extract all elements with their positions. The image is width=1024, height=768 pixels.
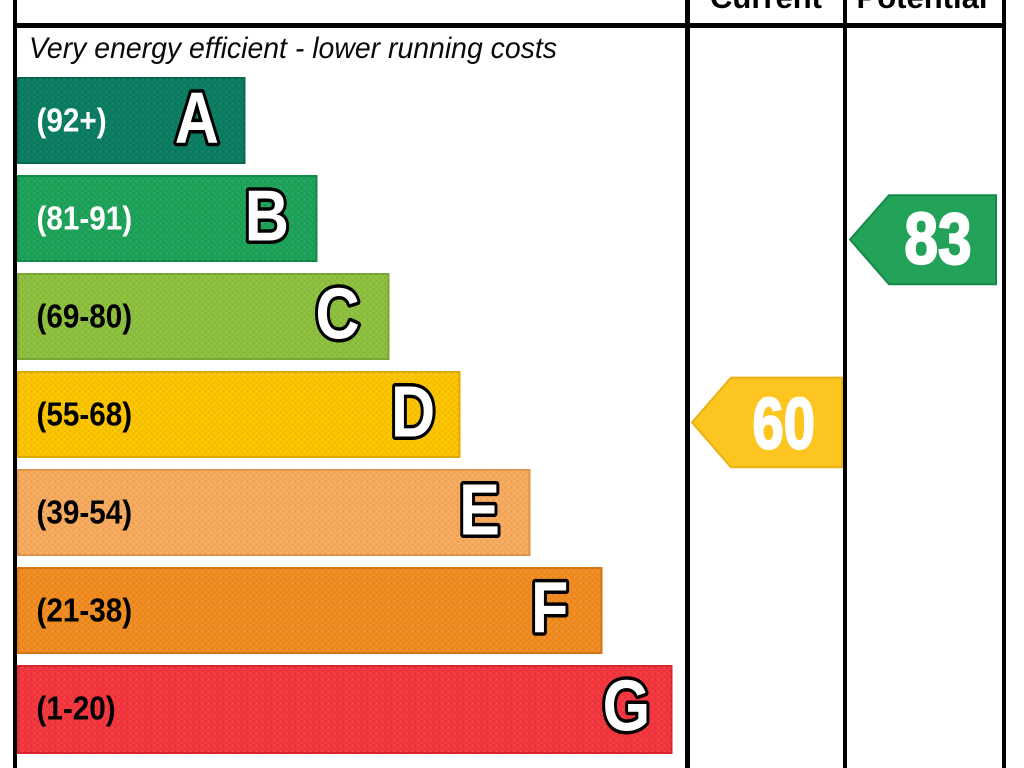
svg-text:(55-68): (55-68) (37, 396, 133, 433)
svg-text:G: G (603, 667, 651, 747)
svg-text:(69-80): (69-80) (37, 298, 133, 335)
svg-text:(92+): (92+) (37, 102, 107, 139)
svg-text:A: A (175, 79, 219, 159)
svg-text:F: F (531, 569, 568, 649)
svg-text:D: D (391, 373, 435, 453)
svg-text:60: 60 (752, 384, 814, 464)
svg-text:83: 83 (904, 200, 971, 280)
svg-text:B: B (245, 177, 289, 257)
svg-text:(1-20): (1-20) (37, 690, 116, 727)
svg-text:E: E (459, 471, 500, 551)
svg-text:Potential: Potential (857, 0, 988, 15)
svg-text:Very energy efficient - lower: Very energy efficient - lower running co… (29, 32, 557, 65)
svg-text:(39-54): (39-54) (37, 494, 133, 531)
svg-text:(81-91): (81-91) (37, 200, 133, 237)
svg-text:(21-38): (21-38) (37, 592, 133, 629)
svg-text:Current: Current (710, 0, 822, 15)
svg-text:C: C (316, 275, 360, 355)
